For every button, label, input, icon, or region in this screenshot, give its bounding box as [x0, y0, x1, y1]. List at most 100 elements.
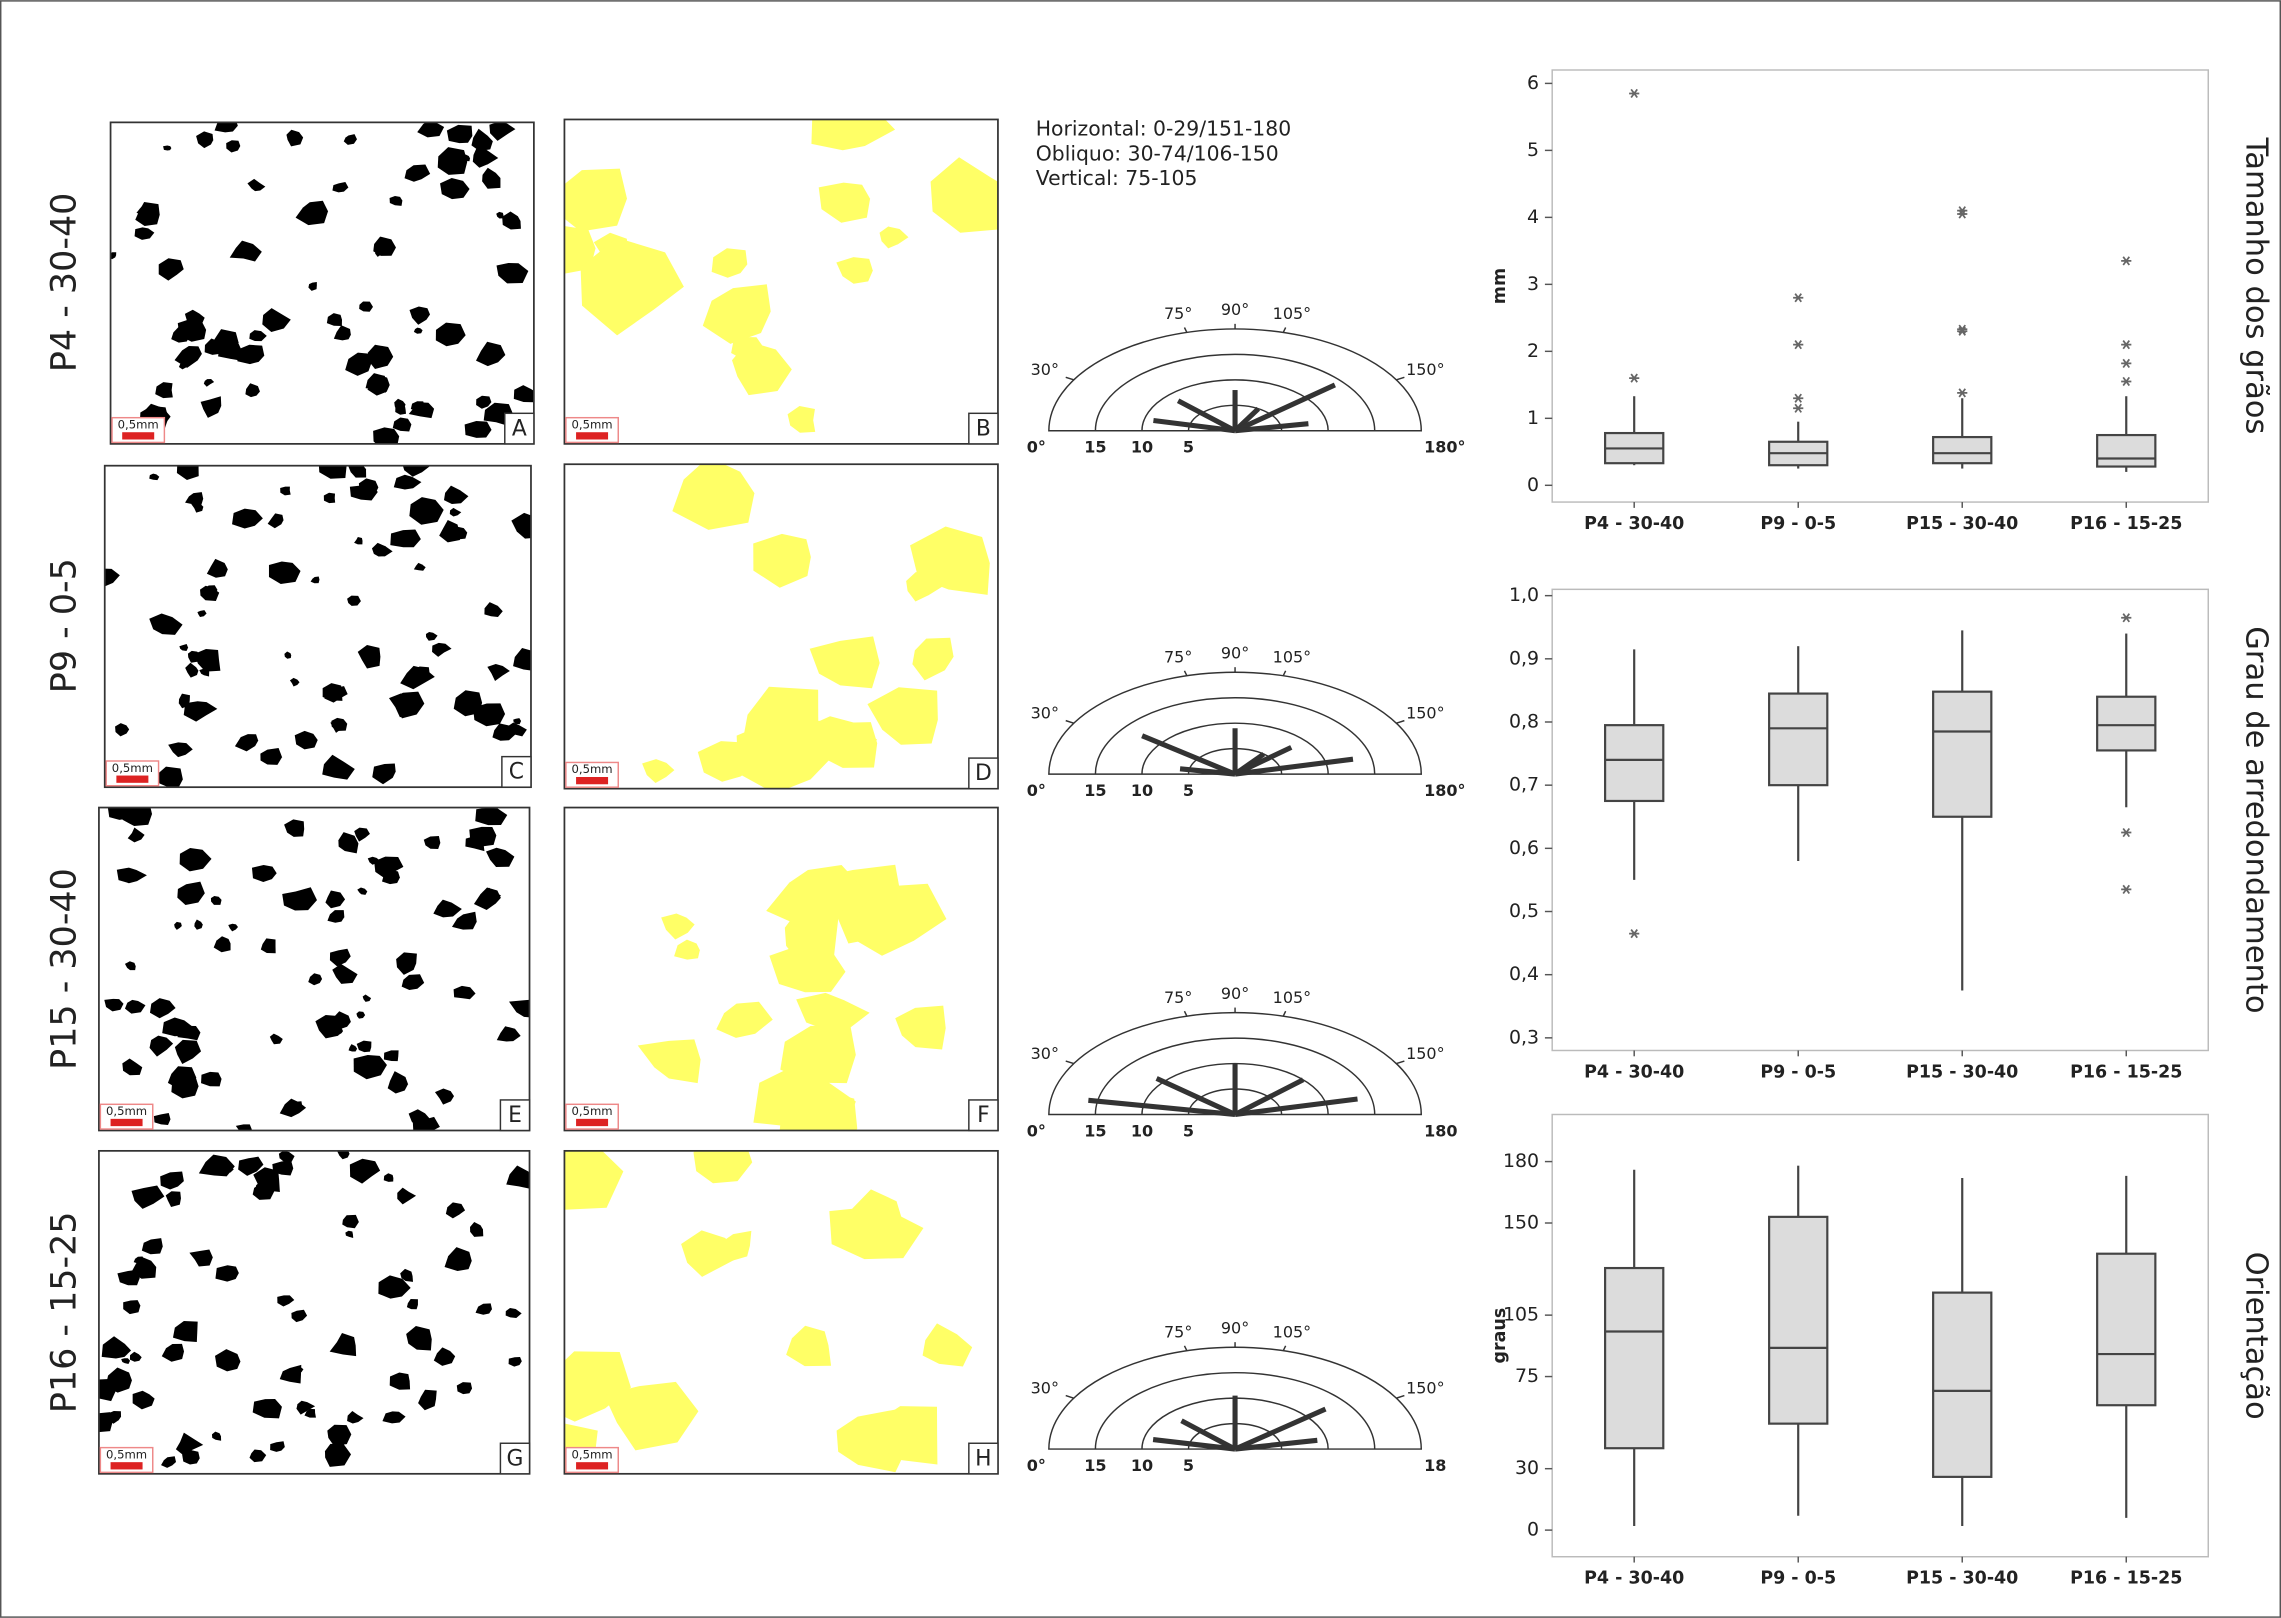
- pore: [409, 306, 431, 325]
- pores: [104, 807, 530, 1131]
- letter-box: [968, 1442, 999, 1475]
- pore: [234, 734, 259, 752]
- letter-box: [501, 755, 532, 788]
- scale-bar: [576, 432, 609, 440]
- r-tick-label: 5: [1183, 781, 1194, 800]
- pore: [451, 911, 477, 930]
- pore: [226, 140, 241, 153]
- angle-tick: [1065, 376, 1075, 381]
- pore: [382, 869, 400, 885]
- angle-label: 0°: [1027, 438, 1046, 457]
- y-tick-label: 0,9: [1509, 647, 1539, 669]
- pore: [191, 502, 204, 513]
- y-tick-label: 105: [1503, 1304, 1539, 1326]
- grain: [780, 1023, 856, 1084]
- rose-outer: [1048, 1011, 1422, 1116]
- angle-tick: [1183, 327, 1188, 333]
- scale-bar: [576, 1462, 609, 1470]
- grain: [786, 1325, 832, 1367]
- pore: [324, 686, 348, 703]
- pore: [183, 701, 218, 722]
- pore: [215, 1349, 241, 1372]
- pore: [453, 985, 476, 1000]
- row-label: P16 - 15-25: [44, 1211, 84, 1413]
- pore: [269, 1033, 283, 1045]
- grain: [930, 157, 998, 233]
- pore: [406, 1298, 418, 1310]
- angle-label: 90°: [1221, 984, 1249, 1003]
- pore: [434, 1088, 455, 1105]
- pore: [218, 339, 243, 361]
- r-tick-label: 15: [1084, 1121, 1106, 1140]
- grain: [736, 719, 835, 789]
- angle-tick: [1282, 327, 1287, 333]
- scale-label: 0,5mm: [572, 762, 613, 776]
- angle-tick: [1282, 1345, 1287, 1352]
- outlier: [1793, 293, 1804, 303]
- outlier: [2121, 340, 2132, 350]
- pore: [232, 508, 263, 529]
- x-tick-label: P15 - 30-40: [1906, 1062, 2018, 1082]
- angle-tick: [1396, 719, 1405, 724]
- pore: [185, 662, 199, 678]
- panel-border: [563, 463, 999, 790]
- angle-tick: [1183, 670, 1188, 677]
- pore: [153, 1113, 171, 1125]
- pore: [423, 836, 441, 850]
- pore: [509, 999, 530, 1018]
- grain: [829, 1207, 924, 1260]
- angle-label: 105°: [1273, 1323, 1312, 1342]
- y-tick-label: 0,4: [1509, 963, 1539, 985]
- r-tick-label: 10: [1131, 1456, 1153, 1475]
- pore: [149, 1035, 174, 1057]
- petal: [1234, 756, 1354, 777]
- pore: [335, 1026, 344, 1036]
- pore: [392, 691, 425, 719]
- pore: [308, 281, 317, 291]
- pore: [353, 1054, 387, 1080]
- angle-tick: [1282, 670, 1287, 677]
- angle-label: 150°: [1406, 704, 1445, 723]
- grain: [580, 237, 684, 336]
- angle-tick: [1396, 1060, 1405, 1065]
- box: [1604, 724, 1665, 803]
- petal: [1233, 1077, 1305, 1117]
- angle-label: 105°: [1273, 988, 1312, 1007]
- r-tick-label: 5: [1183, 1121, 1194, 1140]
- pore: [277, 1295, 295, 1307]
- pore: [287, 1101, 303, 1113]
- pore: [411, 666, 430, 680]
- pore: [123, 1300, 141, 1315]
- pore: [179, 847, 212, 872]
- pore: [372, 763, 396, 785]
- pore: [354, 536, 363, 545]
- x-tick-label: P4 - 30-40: [1584, 1569, 1684, 1589]
- panel-border: [109, 121, 535, 445]
- y-axis-label: graus: [1490, 1308, 1510, 1364]
- pore: [171, 327, 191, 343]
- rose-ring: [1094, 1037, 1376, 1115]
- rose-ring: [1094, 697, 1376, 775]
- letter-box: [968, 412, 999, 445]
- petal: [1233, 745, 1293, 777]
- r-tick-label: 5: [1183, 1456, 1194, 1475]
- pore: [359, 301, 373, 312]
- pore: [456, 1382, 473, 1395]
- pore: [482, 167, 501, 189]
- image-panel: [98, 807, 530, 1131]
- angle-tick: [1282, 1010, 1287, 1017]
- panel-letter: E: [508, 1103, 522, 1128]
- pore: [284, 819, 305, 837]
- x-tick-label: P16 - 15-25: [2070, 1569, 2182, 1589]
- orientation-legend: Obliquo: 30-74/106-150: [1036, 141, 1279, 165]
- pore: [210, 895, 222, 905]
- scale-label: 0,5mm: [572, 1104, 613, 1118]
- pore: [252, 1399, 282, 1419]
- pore: [260, 938, 276, 954]
- angle-label: 150°: [1406, 1044, 1445, 1063]
- pore: [365, 373, 387, 393]
- pore: [475, 1303, 492, 1315]
- pore: [473, 887, 501, 910]
- angle-label: 150°: [1406, 360, 1445, 379]
- outlier: [1793, 340, 1804, 350]
